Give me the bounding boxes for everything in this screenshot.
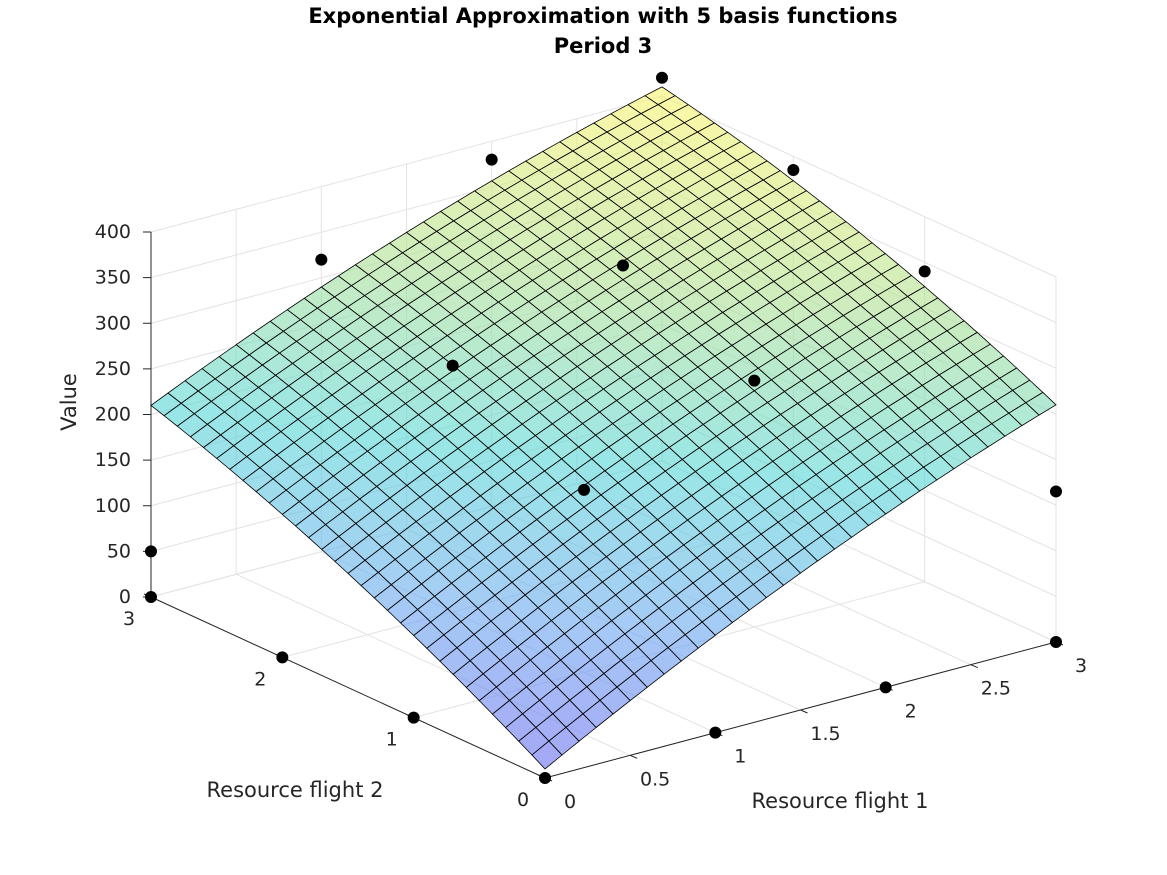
data-point [748, 374, 761, 387]
data-point [485, 153, 498, 166]
data-point [787, 164, 800, 177]
x-tick-label: 3 [1075, 655, 1087, 677]
data-point [617, 259, 629, 272]
data-point [656, 71, 668, 84]
data-point [539, 772, 551, 784]
data-point [879, 681, 892, 694]
data-point [276, 651, 289, 664]
z-tick-label: 150 [95, 449, 131, 471]
y-axis-label: Resource flight 2 [207, 778, 384, 802]
data-point [1050, 485, 1062, 498]
z-tick-label: 400 [95, 221, 131, 243]
y-tick-label: 0 [517, 789, 529, 811]
y-tick-label: 2 [254, 668, 266, 690]
data-point [145, 545, 157, 558]
z-tick-label: 300 [95, 312, 131, 334]
y-tick-label: 3 [123, 608, 135, 630]
data-point [407, 711, 420, 724]
data-point [145, 591, 157, 603]
z-tick-label: 0 [119, 586, 131, 608]
x-tick-mark [970, 664, 979, 669]
wall-grid-line [661, 95, 1057, 278]
z-tick-label: 350 [95, 267, 131, 289]
y-tick-label: 1 [386, 729, 398, 751]
x-tick-label: 2 [905, 700, 917, 722]
z-tick-label: 50 [107, 540, 131, 562]
z-tick-label: 200 [95, 404, 131, 426]
data-point [315, 253, 328, 266]
x-tick-mark [629, 754, 638, 759]
z-axis-label: Value [57, 373, 81, 431]
x-tick-label: 2.5 [981, 678, 1011, 700]
chart-title: Exponential Approximation with 5 basis f… [308, 4, 897, 28]
x-axis-label: Resource flight 1 [752, 789, 929, 813]
axes-layer [143, 231, 1064, 782]
data-point [446, 359, 459, 372]
chart-subtitle: Period 3 [554, 34, 653, 58]
z-tick-label: 100 [95, 495, 131, 517]
data-point [1050, 636, 1062, 648]
x-tick-mark [800, 709, 808, 714]
data-point [578, 483, 590, 496]
y-axis-line [150, 596, 546, 779]
wall-grid-line [150, 95, 663, 233]
data-point [918, 265, 931, 278]
points-layer [145, 71, 1062, 784]
z-tick-label: 250 [95, 358, 131, 380]
surface-patch [531, 740, 563, 770]
data-point [709, 726, 722, 739]
surface-layer [150, 86, 1057, 770]
x-tick-label: 0.5 [640, 768, 670, 790]
x-tick-label: 0 [564, 791, 576, 813]
x-tick-label: 1.5 [810, 723, 840, 745]
ticks-layer: 00.511.522.53012305010015020025030035040… [95, 221, 1087, 813]
x-tick-label: 1 [734, 746, 746, 768]
